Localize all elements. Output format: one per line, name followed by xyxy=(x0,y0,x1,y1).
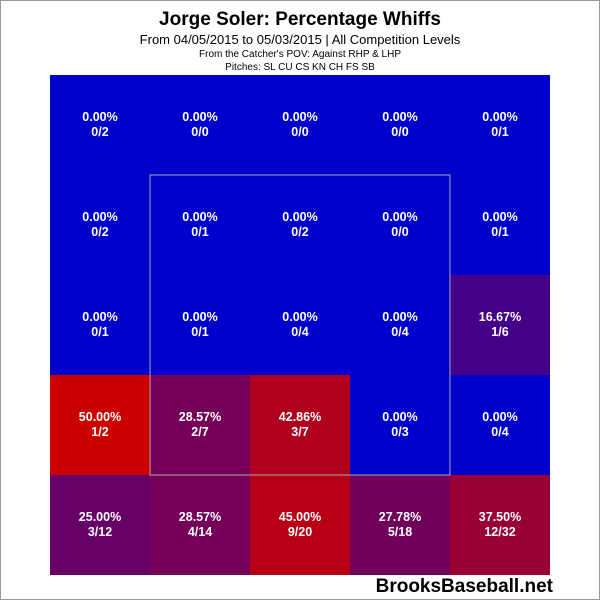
cell-count-r3-c1: 2/7 xyxy=(191,425,208,439)
cell-count-r2-c2: 0/4 xyxy=(291,325,308,339)
cell-count-r0-c2: 0/0 xyxy=(291,125,308,139)
cell-percent-r0-c4: 0.00% xyxy=(482,110,517,124)
heatmap-cell-r3-c2 xyxy=(250,375,350,475)
cell-percent-r1-c3: 0.00% xyxy=(382,210,417,224)
cell-percent-r3-c3: 0.00% xyxy=(382,410,417,424)
cell-percent-r3-c1: 28.57% xyxy=(179,410,221,424)
heatmap-cell-r3-c0 xyxy=(50,375,150,475)
cell-count-r4-c2: 9/20 xyxy=(288,525,312,539)
cell-percent-r2-c4: 16.67% xyxy=(479,310,521,324)
cell-count-r0-c3: 0/0 xyxy=(391,125,408,139)
cell-count-r2-c4: 1/6 xyxy=(491,325,508,339)
cell-percent-r0-c2: 0.00% xyxy=(282,110,317,124)
cell-count-r4-c3: 5/18 xyxy=(388,525,412,539)
heatmap-cell-r0-c3 xyxy=(350,75,450,175)
cell-count-r1-c2: 0/2 xyxy=(291,225,308,239)
chart-subtitle: From 04/05/2015 to 05/03/2015 | All Comp… xyxy=(139,32,461,47)
cell-count-r3-c4: 0/4 xyxy=(491,425,508,439)
strike-zone-outline xyxy=(149,174,451,476)
cell-percent-r2-c2: 0.00% xyxy=(282,310,317,324)
heatmap-cell-r1-c2 xyxy=(250,175,350,275)
heatmap-cell-r0-c2 xyxy=(250,75,350,175)
heatmap-cell-r1-c4 xyxy=(450,175,550,275)
cell-percent-r0-c3: 0.00% xyxy=(382,110,417,124)
cell-percent-r3-c0: 50.00% xyxy=(79,410,121,424)
heatmap-cell-r2-c0 xyxy=(50,275,150,375)
cell-count-r4-c1: 4/14 xyxy=(188,525,212,539)
cell-count-r3-c3: 0/3 xyxy=(391,425,408,439)
heatmap-cell-r4-c0 xyxy=(50,475,150,575)
pitches-label: Pitches: SL CU CS KN CH FS SB xyxy=(225,62,375,73)
heatmap-cell-r1-c1 xyxy=(150,175,250,275)
cell-count-r0-c0: 0/2 xyxy=(91,125,108,139)
cell-percent-r1-c2: 0.00% xyxy=(282,210,317,224)
cell-count-r2-c1: 0/1 xyxy=(191,325,208,339)
heatmap-cell-r3-c4 xyxy=(450,375,550,475)
cell-count-r3-c0: 1/2 xyxy=(91,425,108,439)
cell-percent-r0-c0: 0.00% xyxy=(82,110,117,124)
cell-percent-r4-c1: 28.57% xyxy=(179,510,221,524)
cell-count-r1-c1: 0/1 xyxy=(191,225,208,239)
pov-label: From the Catcher's POV: Against RHP & LH… xyxy=(199,49,401,60)
cell-percent-r4-c3: 27.78% xyxy=(379,510,421,524)
cell-percent-r1-c4: 0.00% xyxy=(482,210,517,224)
heatmap-cell-r3-c1 xyxy=(150,375,250,475)
heatmap-cell-r2-c4 xyxy=(450,275,550,375)
heatmap-cell-r4-c1 xyxy=(150,475,250,575)
cell-percent-r3-c2: 42.86% xyxy=(279,410,321,424)
cell-count-r2-c0: 0/1 xyxy=(91,325,108,339)
heatmap-cell-r0-c1 xyxy=(150,75,250,175)
cell-count-r0-c4: 0/1 xyxy=(491,125,508,139)
heatmap-cell-r1-c0 xyxy=(50,175,150,275)
cell-count-r1-c3: 0/0 xyxy=(391,225,408,239)
cell-percent-r2-c0: 0.00% xyxy=(82,310,117,324)
heatmap-cell-r2-c3 xyxy=(350,275,450,375)
cell-percent-r0-c1: 0.00% xyxy=(182,110,217,124)
cell-percent-r4-c4: 37.50% xyxy=(479,510,521,524)
chart-title: Jorge Soler: Percentage Whiffs xyxy=(159,9,441,30)
cell-count-r2-c3: 0/4 xyxy=(391,325,408,339)
heatmap-cell-r4-c4 xyxy=(450,475,550,575)
cell-percent-r2-c3: 0.00% xyxy=(382,310,417,324)
cell-count-r3-c2: 3/7 xyxy=(291,425,308,439)
heatmap-cell-r2-c2 xyxy=(250,275,350,375)
cell-count-r4-c4: 12/32 xyxy=(484,525,515,539)
cell-percent-r2-c1: 0.00% xyxy=(182,310,217,324)
cell-percent-r4-c0: 25.00% xyxy=(79,510,121,524)
heatmap-cell-r0-c4 xyxy=(450,75,550,175)
cell-count-r1-c0: 0/2 xyxy=(91,225,108,239)
cell-count-r1-c4: 0/1 xyxy=(491,225,508,239)
cell-percent-r1-c1: 0.00% xyxy=(182,210,217,224)
heatmap-cell-r1-c3 xyxy=(350,175,450,275)
cell-percent-r3-c4: 0.00% xyxy=(482,410,517,424)
watermark: BrooksBaseball.net xyxy=(375,576,553,597)
heatmap-cell-r4-c3 xyxy=(350,475,450,575)
cell-count-r4-c0: 3/12 xyxy=(88,525,112,539)
heatmap-cell-r0-c0 xyxy=(50,75,150,175)
heatmap-cell-r3-c3 xyxy=(350,375,450,475)
cell-count-r0-c1: 0/0 xyxy=(191,125,208,139)
cell-percent-r1-c0: 0.00% xyxy=(82,210,117,224)
heatmap-cell-r4-c2 xyxy=(250,475,350,575)
heatmap-cell-r2-c1 xyxy=(150,275,250,375)
cell-percent-r4-c2: 45.00% xyxy=(279,510,321,524)
